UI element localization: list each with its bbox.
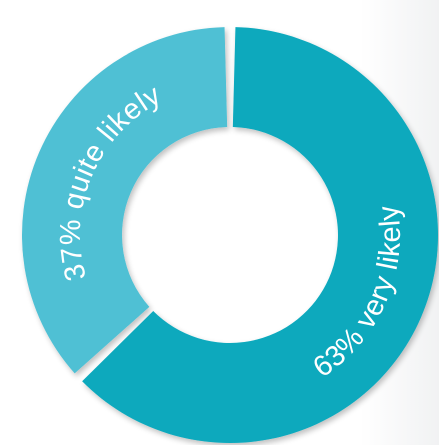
slice-quite-likely <box>22 27 228 374</box>
slice-very-likely <box>82 27 438 443</box>
